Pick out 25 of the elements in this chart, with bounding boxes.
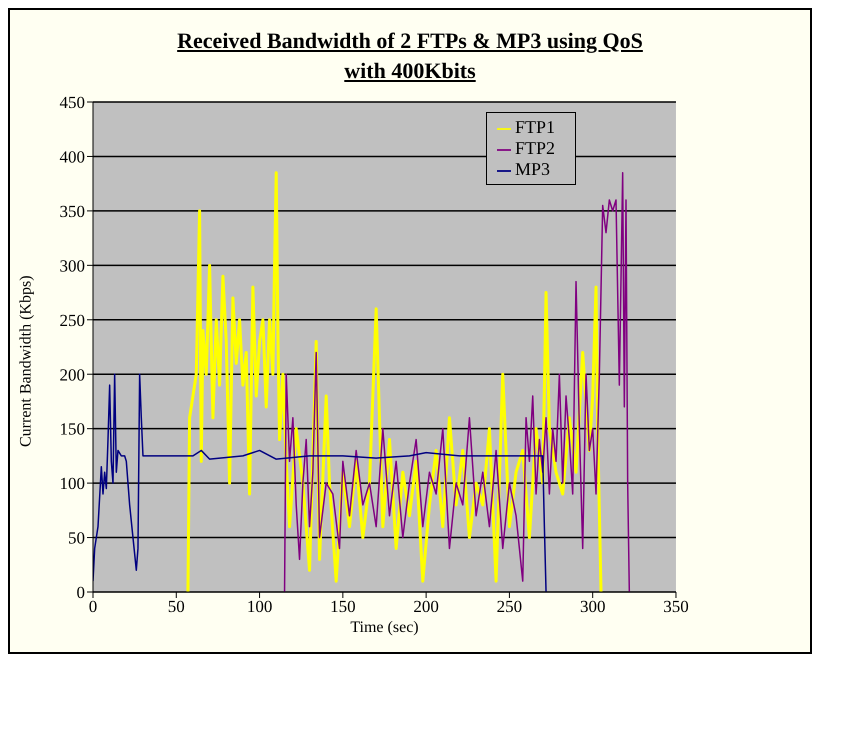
y-tick-label: 350 [60, 202, 85, 221]
x-tick-label: 200 [413, 597, 439, 616]
y-tick-label: 50 [68, 528, 85, 548]
y-tick-label: 0 [76, 583, 85, 602]
x-tick-label: 50 [168, 597, 185, 616]
chart-title: Received Bandwidth of 2 FTPs & MP3 using QoS with 400Kbits [176, 27, 644, 85]
y-tick-label: 400 [60, 147, 85, 166]
line-series [93, 373, 547, 592]
y-tick-label: 200 [60, 365, 85, 384]
x-tick-label: 100 [246, 597, 272, 616]
y-tick-label: 300 [60, 256, 85, 276]
x-tick-label: 150 [330, 597, 356, 616]
legend-label: FTP2 [514, 138, 555, 158]
legend-label: MP3 [514, 159, 550, 179]
y-tick-label: 450 [60, 93, 85, 112]
x-axis-title: Time (sec) [350, 619, 419, 636]
y-tick-label: 250 [60, 310, 85, 330]
x-tick-label: 0 [88, 597, 98, 616]
x-tick-label: 350 [663, 597, 689, 616]
x-tick-label: 250 [496, 597, 522, 616]
x-tick-label: 300 [580, 597, 606, 616]
legend-label: FTP1 [514, 117, 555, 137]
y-axis-title: Current Bandwidth (Kbps) [18, 275, 35, 447]
y-tick-label: 100 [60, 474, 85, 494]
y-tick-label: 150 [60, 420, 85, 439]
